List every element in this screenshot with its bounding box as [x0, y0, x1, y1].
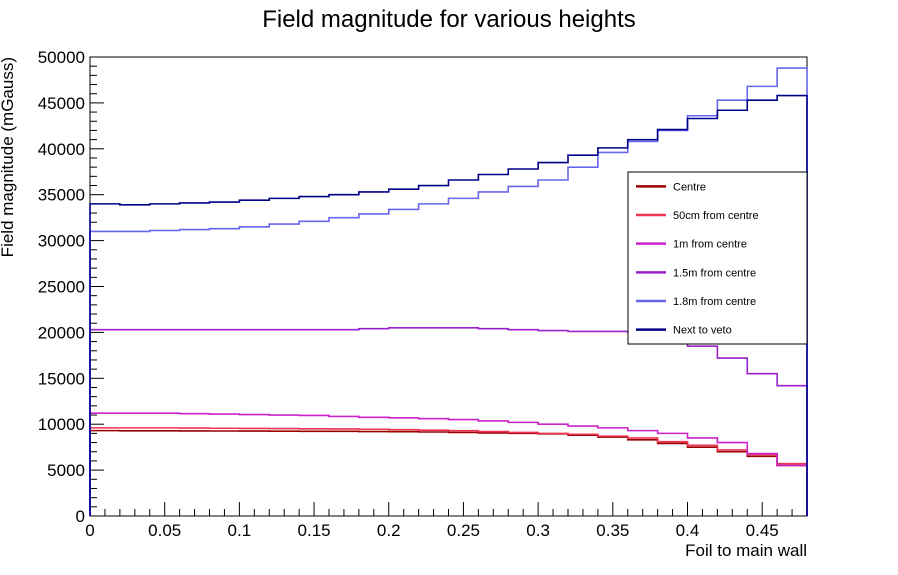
series-line-1-8m-from-centre	[89, 67, 808, 516]
series-line-centre	[89, 429, 808, 516]
y-tick-label: 5000	[47, 461, 85, 480]
series-line-50cm-from-centre	[89, 427, 808, 516]
series-line-1-5m-from-centre	[89, 327, 808, 516]
x-tick-label: 0.4	[676, 521, 700, 540]
y-tick-label: 10000	[38, 415, 85, 434]
y-tick-label: 30000	[38, 232, 85, 251]
x-axis-label: Foil to main wall	[685, 541, 807, 560]
x-tick-label: 0.3	[526, 521, 550, 540]
y-tick-label: 40000	[38, 140, 85, 159]
y-tick-label: 25000	[38, 278, 85, 297]
legend-label-50cm-from-centre: 50cm from centre	[673, 210, 759, 222]
legend: Centre 50cm from centre 1m from centre 1.5m…	[627, 171, 808, 345]
x-tick-label: 0.45	[746, 521, 779, 540]
y-tick-label: 35000	[38, 186, 85, 205]
x-tick-label: 0.2	[377, 521, 401, 540]
legend-label-1-5m-from-centre: 1.5m from centre	[673, 267, 756, 279]
y-tick-label: 15000	[38, 369, 85, 388]
chart-title: Field magnitude for various heights	[262, 6, 636, 33]
legend-box	[627, 171, 808, 345]
series-line-next-to-veto	[89, 94, 808, 516]
legend-label-centre: Centre	[673, 181, 706, 193]
y-tick-label: 0	[76, 507, 85, 526]
legend-label-1m-from-centre: 1m from centre	[673, 239, 747, 251]
x-tick-label: 0.1	[228, 521, 252, 540]
legend-label-next-to-veto: Next to veto	[673, 325, 732, 337]
x-tick-label: 0.25	[447, 521, 480, 540]
y-axis-label: Field magnitude (mGauss)	[0, 57, 17, 257]
y-tick-label: 50000	[38, 48, 85, 67]
plot-area: 0 5000 10000 15000 20000 25000 30000 35000 40000…	[38, 48, 808, 540]
x-tick-label: 0.05	[148, 521, 181, 540]
y-tick-label: 45000	[38, 94, 85, 113]
y-tick-label: 20000	[38, 323, 85, 342]
x-tick-label: 0.15	[298, 521, 331, 540]
legend-label-1-8m-from-centre: 1.8m from centre	[673, 296, 756, 308]
x-tick-label: 0.35	[596, 521, 629, 540]
x-tick-label: 0	[85, 521, 94, 540]
series-line-1m-from-centre	[89, 412, 808, 516]
